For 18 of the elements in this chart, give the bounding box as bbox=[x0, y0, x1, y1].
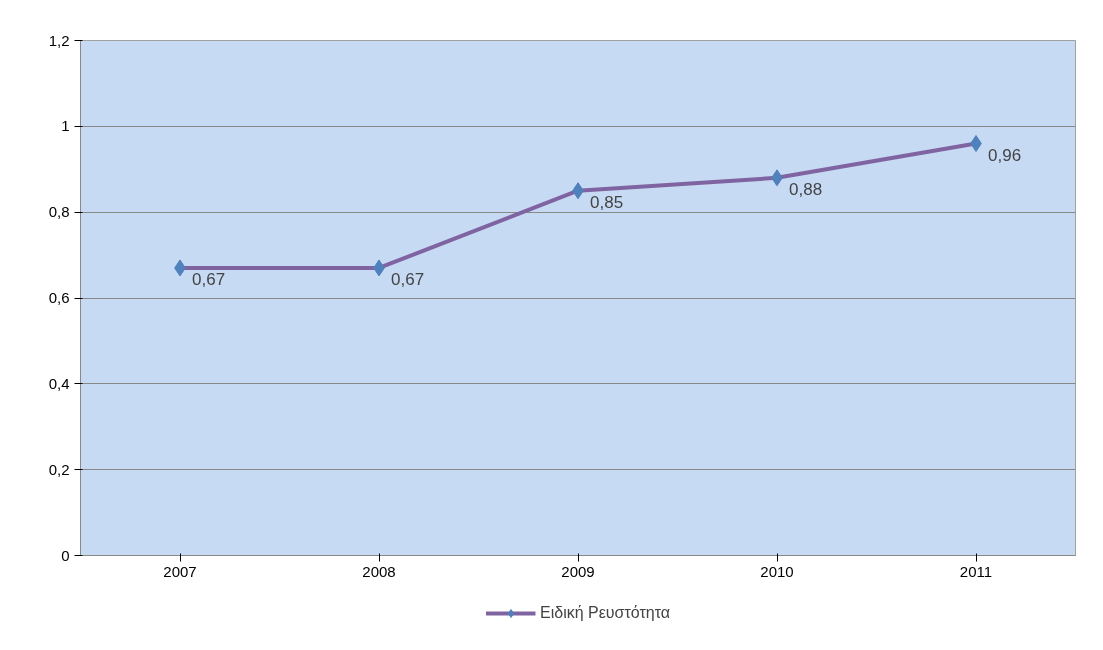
data-label: 0,88 bbox=[789, 179, 823, 199]
data-label: 0,85 bbox=[590, 192, 624, 212]
y-tick-label: 1 bbox=[61, 117, 70, 135]
y-tick-label: 1,2 bbox=[48, 31, 70, 49]
data-label: 0,96 bbox=[988, 145, 1022, 165]
data-label: 0,67 bbox=[391, 269, 425, 289]
y-tick-label: 0,2 bbox=[48, 460, 70, 478]
x-tick-label: 2010 bbox=[760, 562, 794, 580]
y-tick-label: 0,6 bbox=[48, 289, 70, 306]
legend-label: Ειδική Ρευστότητα bbox=[539, 603, 671, 622]
x-tick-label: 2008 bbox=[362, 562, 396, 580]
x-tick-label: 2009 bbox=[561, 562, 595, 580]
x-tick-label: 2007 bbox=[163, 562, 197, 580]
y-tick-label: 0,4 bbox=[48, 374, 70, 392]
y-tick-label: 0 bbox=[61, 546, 70, 564]
data-label: 0,67 bbox=[192, 269, 226, 289]
y-tick-label: 0,8 bbox=[48, 203, 70, 221]
x-tick-label: 2011 bbox=[959, 562, 993, 580]
